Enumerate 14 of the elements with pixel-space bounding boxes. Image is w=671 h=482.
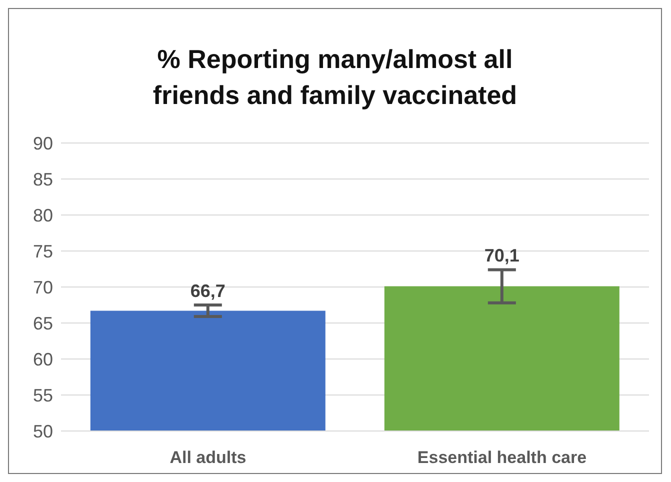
data-label: 66,7 bbox=[190, 281, 226, 301]
y-tick-label: 50 bbox=[32, 421, 53, 442]
y-tick-label: 60 bbox=[32, 349, 53, 370]
x-tick-label: All adults bbox=[170, 448, 246, 468]
y-tick-label: 70 bbox=[32, 277, 53, 298]
y-tick-label: 85 bbox=[32, 169, 53, 190]
x-tick-label: Essential health care bbox=[417, 448, 587, 468]
y-tick-label: 90 bbox=[32, 133, 53, 154]
data-label: 70,1 bbox=[484, 246, 520, 266]
y-tick-label: 75 bbox=[32, 241, 53, 262]
chart-title: % Reporting many/almost all friends and family vaccinated bbox=[152, 43, 518, 112]
y-tick-label: 65 bbox=[32, 313, 53, 334]
y-tick-label: 55 bbox=[32, 385, 53, 406]
y-tick-label: 80 bbox=[32, 205, 53, 226]
